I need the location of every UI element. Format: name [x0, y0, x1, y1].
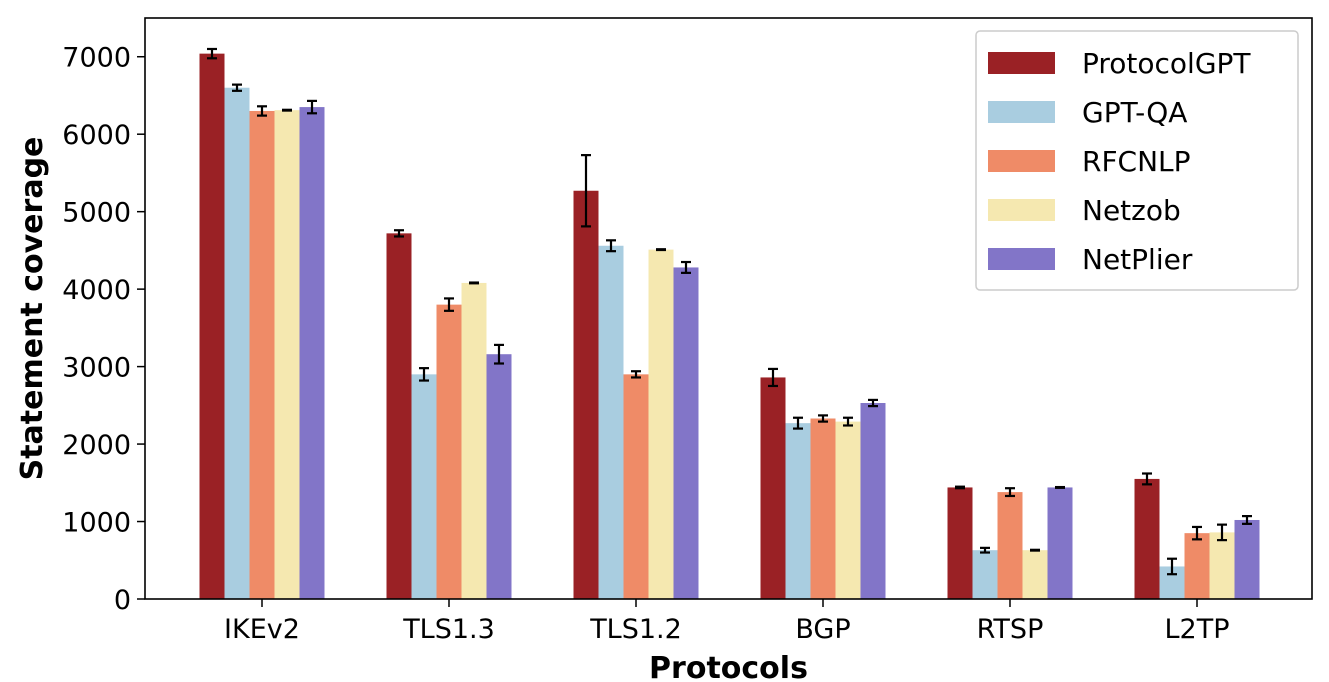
error-bar-netzob-l2tp — [1217, 523, 1227, 542]
bar-rfcnlp-l2tp — [1184, 533, 1210, 599]
bar-protocolgpt-tls1.2 — [573, 190, 599, 599]
legend-label-rfcnlp: RFCNLP — [1082, 145, 1191, 178]
bar-netzob-tls1.2 — [648, 249, 674, 599]
error-bar-protocolgpt-rtsp — [955, 485, 965, 490]
bar-netplier-ikev2 — [299, 107, 325, 599]
bar-netzob-bgp — [835, 421, 861, 599]
x-tick-label-tls1.2: TLS1.2 — [589, 614, 682, 645]
error-bar-netplier-tls1.3 — [494, 343, 504, 365]
bar-netplier-l2tp — [1234, 519, 1260, 599]
bar-gpt-qa-ikev2 — [224, 87, 250, 599]
plot-frame — [144, 17, 1313, 600]
error-bar-gpt-qa-tls1.3 — [419, 367, 429, 382]
bar-netzob-ikev2 — [274, 110, 300, 599]
legend-swatch-gpt-qa — [988, 101, 1055, 123]
legend-swatch-protocolgpt — [988, 52, 1055, 74]
bar-rfcnlp-ikev2 — [249, 110, 275, 600]
error-bar-protocolgpt-tls1.3 — [394, 229, 404, 238]
error-bar-gpt-qa-rtsp — [980, 546, 990, 554]
error-bar-netplier-ikev2 — [307, 99, 317, 115]
legend-label-protocolgpt: ProtocolGPT — [1082, 47, 1251, 80]
error-bar-protocolgpt-tls1.2 — [581, 154, 591, 228]
error-bar-gpt-qa-l2tp — [1167, 557, 1177, 576]
x-tick-label-rtsp: RTSP — [977, 614, 1044, 645]
error-bar-rfcnlp-tls1.2 — [631, 370, 641, 379]
bar-protocolgpt-rtsp — [947, 487, 973, 599]
bar-protocolgpt-tls1.3 — [386, 233, 412, 599]
x-tick-label-ikev2: IKEv2 — [224, 614, 300, 645]
bar-netplier-bgp — [860, 403, 886, 599]
bar-netzob-tls1.3 — [461, 282, 487, 599]
error-bar-netplier-rtsp — [1055, 485, 1065, 489]
legend-swatch-netzob — [988, 199, 1055, 221]
bar-protocolgpt-bgp — [760, 377, 786, 599]
error-bar-gpt-qa-bgp — [793, 416, 803, 430]
error-bar-netzob-ikev2 — [282, 108, 292, 112]
bar-protocolgpt-ikev2 — [199, 53, 225, 600]
error-bar-rfcnlp-l2tp — [1192, 525, 1202, 541]
y-tick-label-5000: 5000 — [62, 198, 131, 229]
error-bar-netplier-bgp — [868, 398, 878, 408]
error-bar-protocolgpt-bgp — [768, 367, 778, 388]
error-bar-protocolgpt-ikev2 — [207, 47, 217, 60]
y-tick-label-0: 0 — [114, 585, 131, 616]
error-bar-netzob-tls1.3 — [469, 281, 479, 285]
error-bar-rfcnlp-bgp — [818, 414, 828, 423]
error-bar-gpt-qa-tls1.2 — [606, 239, 616, 253]
error-bar-netzob-tls1.2 — [656, 248, 666, 252]
error-bar-netzob-bgp — [843, 416, 853, 427]
error-bar-rfcnlp-rtsp — [1005, 487, 1015, 498]
bar-rfcnlp-rtsp — [997, 492, 1023, 599]
legend-label-netplier: NetPlier — [1082, 243, 1193, 276]
legend-swatch-rfcnlp — [988, 150, 1055, 172]
bar-netzob-l2tp — [1209, 532, 1235, 599]
y-axis-label: Statement coverage — [15, 137, 50, 481]
x-axis: IKEv2 TLS1.3 TLS1.2 BGP RTSP L2TP — [224, 599, 1230, 645]
y-axis: 0 1000 2000 3000 4000 5000 6000 7000 — [62, 43, 145, 616]
error-bar-rfcnlp-ikev2 — [257, 105, 267, 117]
bar-rfcnlp-bgp — [810, 418, 836, 599]
bar-netplier-tls1.2 — [673, 267, 699, 599]
error-bar-netzob-rtsp — [1030, 548, 1040, 552]
legend-swatch-netplier — [988, 248, 1055, 270]
error-bar-rfcnlp-tls1.3 — [444, 297, 454, 312]
error-bar-netplier-tls1.2 — [681, 260, 691, 274]
error-bars-layer — [207, 47, 1252, 576]
y-tick-label-2000: 2000 — [62, 430, 131, 461]
legend-box — [975, 30, 1299, 291]
y-tick-label-7000: 7000 — [62, 43, 131, 74]
bar-gpt-qa-tls1.3 — [411, 374, 437, 599]
bar-rfcnlp-tls1.2 — [623, 374, 649, 599]
bar-rfcnlp-tls1.3 — [436, 304, 462, 599]
x-axis-label: Protocols — [649, 651, 808, 682]
bar-protocolgpt-l2tp — [1134, 478, 1160, 599]
bars-layer — [199, 53, 1260, 600]
error-bar-gpt-qa-ikev2 — [232, 83, 242, 92]
legend-label-gpt-qa: GPT-QA — [1082, 96, 1187, 129]
x-tick-label-tls1.3: TLS1.3 — [402, 614, 495, 645]
y-tick-label-4000: 4000 — [62, 275, 131, 306]
legend: ProtocolGPT GPT-QA RFCNLP Netzob NetPlier — [975, 30, 1299, 291]
error-bar-protocolgpt-l2tp — [1142, 472, 1152, 486]
y-tick-label-6000: 6000 — [62, 120, 131, 151]
y-tick-label-3000: 3000 — [62, 353, 131, 384]
bar-netplier-tls1.3 — [486, 354, 512, 599]
legend-label-netzob: Netzob — [1082, 194, 1181, 227]
error-bar-netplier-l2tp — [1242, 515, 1252, 525]
y-tick-label-1000: 1000 — [62, 508, 131, 539]
x-tick-label-bgp: BGP — [795, 614, 850, 645]
bar-gpt-qa-rtsp — [972, 550, 998, 599]
bar-gpt-qa-bgp — [785, 423, 811, 599]
bar-netplier-rtsp — [1047, 487, 1073, 599]
x-tick-label-l2tp: L2TP — [1165, 614, 1230, 645]
bar-netzob-rtsp — [1022, 550, 1048, 599]
bar-gpt-qa-tls1.2 — [598, 245, 624, 599]
